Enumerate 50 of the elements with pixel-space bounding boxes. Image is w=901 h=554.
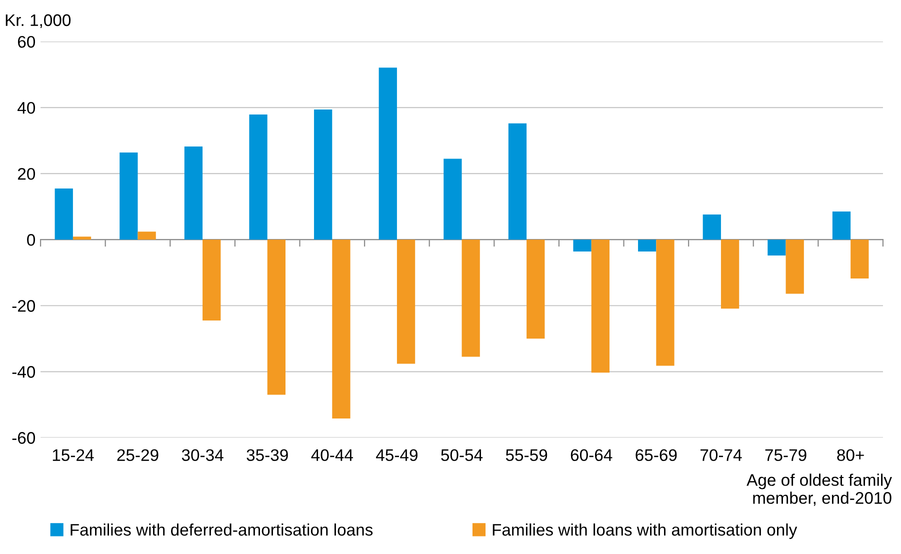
x-tick-label: 15-24 [52,449,94,462]
x-axis-title: Age of oldest family member, end-2010 [746,474,892,506]
bar [184,146,203,240]
bar [702,214,721,240]
y-tick-label: 60 [18,36,36,48]
bar [444,158,462,240]
bar [656,240,674,366]
x-tick-label: 45-49 [376,449,418,462]
bar [768,240,786,256]
bar [314,110,332,240]
bar [54,188,73,240]
bar [202,240,221,320]
bar [591,240,610,373]
bar [72,236,92,240]
bar [638,240,656,252]
x-tick-label: 65-69 [636,449,677,462]
x-tick-label: 80+ [837,449,864,462]
bar [786,240,804,294]
bar [396,240,416,364]
x-tick-label: 55-59 [506,449,548,462]
bar [249,114,268,240]
x-tick-label: 30-34 [182,449,224,462]
bar [332,240,350,419]
y-tick-label: 40 [18,102,36,114]
bar [573,240,592,252]
y-axis-title: Kr. 1,000 [6,14,71,28]
bar [832,212,851,240]
bar [120,152,138,240]
x-tick-label: 25-29 [117,449,158,462]
y-tick-label: -60 [12,432,36,444]
y-tick-label: 0 [27,234,36,246]
bar [378,68,397,240]
y-tick-label: 20 [18,168,36,180]
bar [508,123,527,240]
legend-label: Families with deferred-amortisation loans [70,523,373,536]
x-tick-label: 35-39 [246,449,288,462]
bar [850,240,869,279]
bar [462,240,480,357]
legend-label: Families with loans with amortisation only [492,523,798,539]
y-tick-label: -20 [12,300,36,312]
bar [267,240,286,395]
x-tick-label: 75-79 [765,449,806,462]
bar [138,232,156,240]
y-tick-label: -40 [12,366,36,378]
bar [526,240,545,339]
x-tick-label: 70-74 [700,449,742,462]
bar [720,240,740,309]
x-tick-label: 60-64 [570,449,612,462]
x-tick-label: 50-54 [441,449,483,462]
x-tick-label: 40-44 [311,449,353,462]
